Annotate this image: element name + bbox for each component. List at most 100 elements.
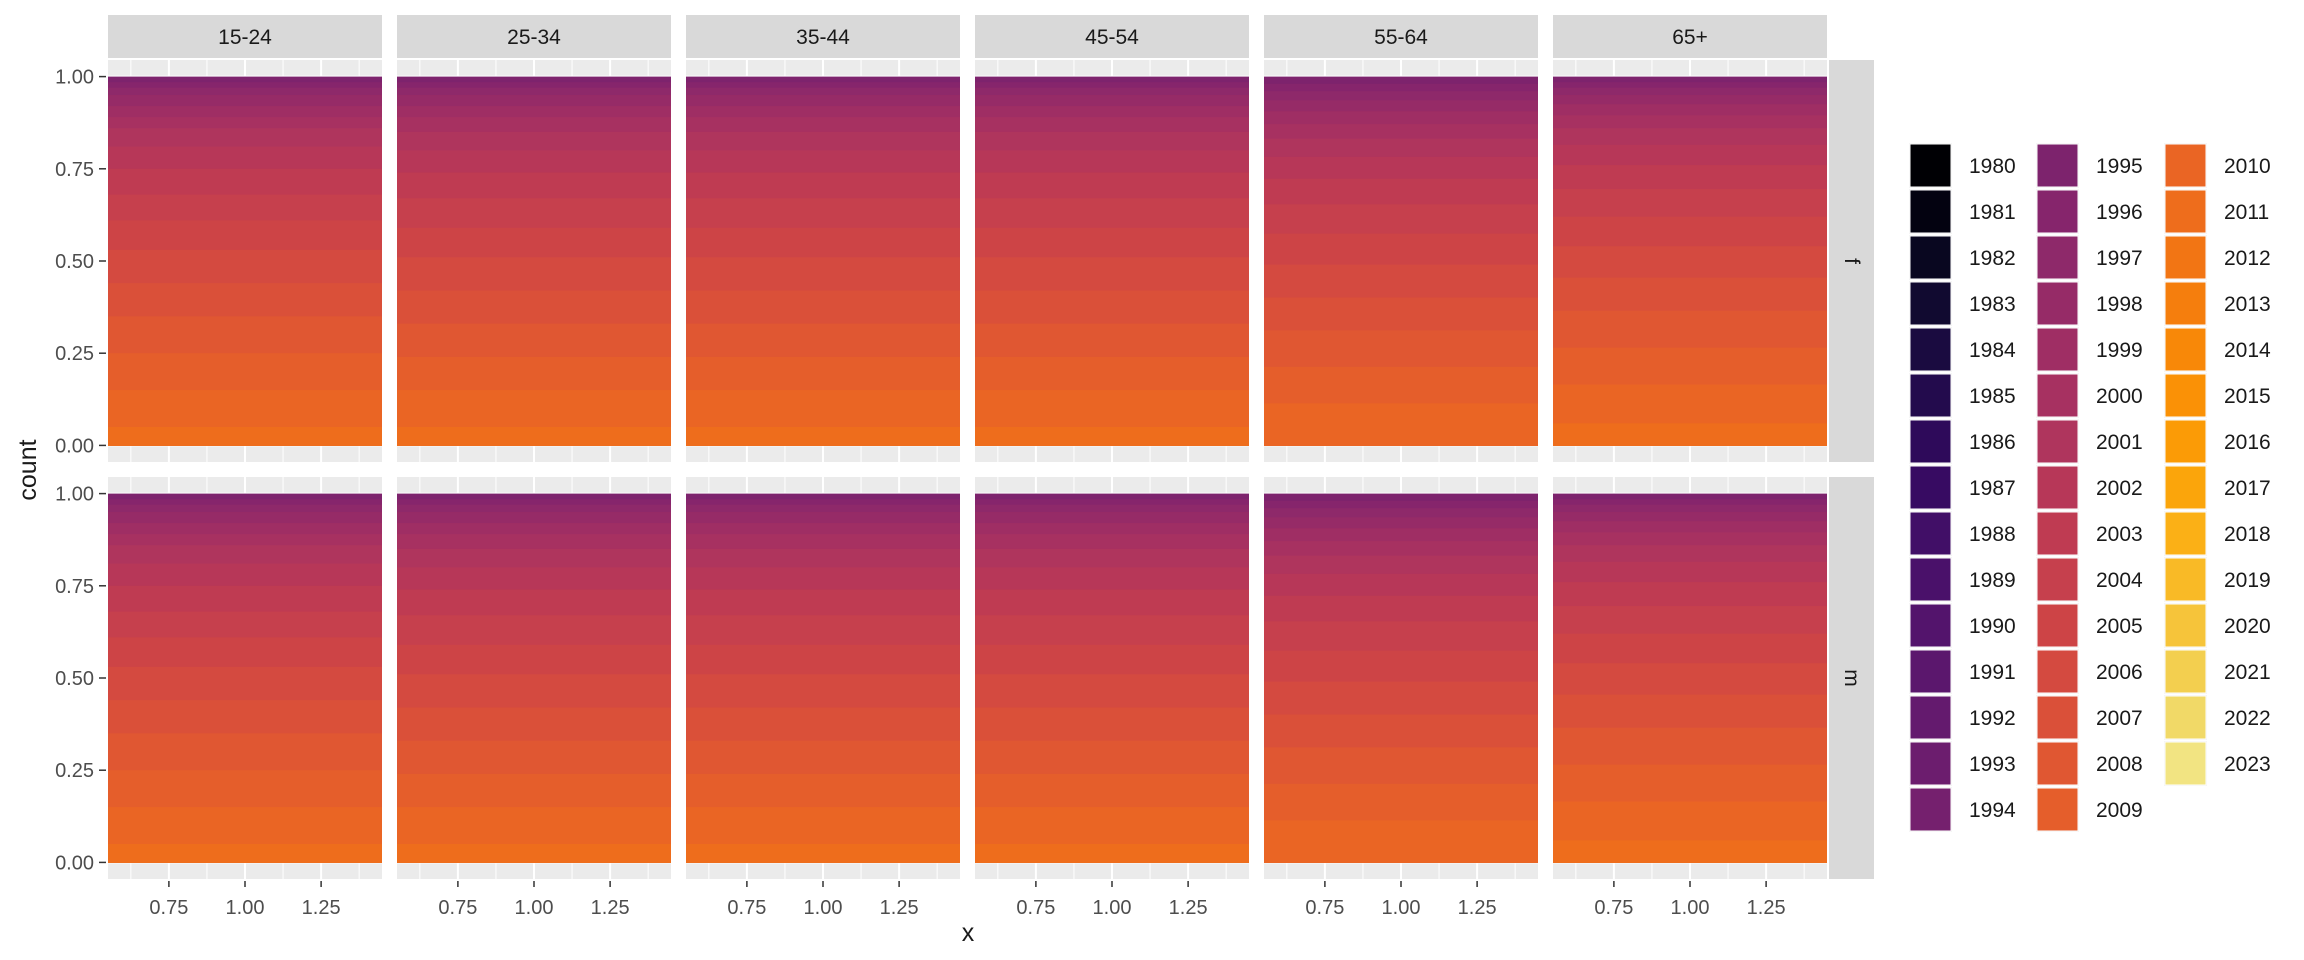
bar-segment-2007 bbox=[1553, 694, 1827, 729]
bar-segment-2011 bbox=[975, 843, 1249, 864]
bar-segment-2000 bbox=[1264, 541, 1538, 557]
bar-segment-2004 bbox=[108, 611, 382, 639]
legend-item-1996: 1996 bbox=[2036, 189, 2143, 234]
x-tick-label: 1.00 bbox=[515, 897, 554, 919]
legend-swatch bbox=[2164, 189, 2207, 234]
y-tick-label: 0.25 bbox=[55, 760, 94, 782]
bar-segment-2001 bbox=[1264, 555, 1538, 575]
bar-segment-2006 bbox=[397, 257, 671, 292]
bar-segment-1995 bbox=[108, 493, 382, 500]
legend-swatch bbox=[1909, 281, 1952, 326]
bar-segment-2003 bbox=[1553, 165, 1827, 190]
x-tick-label: 0.75 bbox=[149, 897, 188, 919]
bar-segment-1998 bbox=[975, 512, 1249, 524]
bar-segment-2005 bbox=[686, 644, 960, 675]
bar-segment-2011 bbox=[108, 843, 382, 864]
legend-item-2000: 2000 bbox=[2036, 373, 2143, 418]
legend-item-2013: 2013 bbox=[2164, 281, 2271, 326]
bar-segment-1998 bbox=[1553, 95, 1827, 105]
bar-segment-2005 bbox=[108, 220, 382, 251]
x-tick-label: 1.25 bbox=[1169, 897, 1208, 919]
facet-strip-55-64 bbox=[1264, 15, 1538, 58]
bar-segment-2005 bbox=[975, 644, 1249, 675]
bar-segment-1995 bbox=[397, 76, 671, 83]
legend-label: 2007 bbox=[2096, 707, 2143, 730]
legend-swatch bbox=[2036, 281, 2079, 326]
bar-segment-2008 bbox=[686, 323, 960, 358]
bar-segment-2011 bbox=[975, 426, 1249, 447]
legend-swatch bbox=[2036, 373, 2079, 418]
legend-swatch bbox=[1909, 557, 1952, 602]
bar-segment-2003 bbox=[108, 168, 382, 196]
bar-segment-2010 bbox=[397, 390, 671, 428]
bar-segment-1996 bbox=[1553, 499, 1827, 506]
bar-segment-2003 bbox=[397, 172, 671, 199]
bar-segment-1999 bbox=[1264, 528, 1538, 542]
bar-segment-2010 bbox=[686, 390, 960, 428]
bar-segment-2004 bbox=[975, 198, 1249, 229]
bar-segment-1996 bbox=[108, 499, 382, 506]
y-tick-label: 0.75 bbox=[55, 576, 94, 598]
facet-strip-label: 35-44 bbox=[796, 26, 850, 49]
legend-label: 1989 bbox=[1969, 569, 2016, 592]
legend-label: 1981 bbox=[1969, 201, 2016, 224]
y-tick-label: 1.00 bbox=[55, 67, 94, 89]
legend-item-2001: 2001 bbox=[2036, 419, 2143, 464]
legend-swatch bbox=[2164, 511, 2207, 556]
bar-segment-2004 bbox=[397, 198, 671, 229]
legend-item-1985: 1985 bbox=[1909, 373, 2016, 418]
x-tick-label: 0.75 bbox=[1594, 897, 1633, 919]
bar-segment-2008 bbox=[686, 740, 960, 775]
bar-segment-2000 bbox=[1553, 115, 1827, 129]
legend-label: 1982 bbox=[1969, 247, 2016, 270]
bar-segment-2006 bbox=[1264, 264, 1538, 299]
bar-segment-2005 bbox=[1264, 233, 1538, 266]
bar-segment-2010 bbox=[1553, 384, 1827, 424]
bar-segment-2009 bbox=[686, 356, 960, 391]
bar-segment-2010 bbox=[1264, 403, 1538, 447]
bar-segment-1997 bbox=[686, 504, 960, 513]
facet-row-strip-f bbox=[1829, 60, 1874, 462]
bar-segment-2005 bbox=[1553, 633, 1827, 664]
bar-segment-1999 bbox=[108, 106, 382, 118]
bar-segment-2002 bbox=[1553, 144, 1827, 166]
bar-segment-2001 bbox=[108, 128, 382, 148]
legend-item-1988: 1988 bbox=[1909, 511, 2016, 556]
legend-label: 2020 bbox=[2224, 615, 2271, 638]
legend-swatch bbox=[1909, 603, 1952, 648]
bar-segment-2009 bbox=[1264, 366, 1538, 405]
stacked-bar-45-54-m bbox=[975, 493, 1249, 864]
legend-item-1995: 1995 bbox=[2036, 143, 2143, 188]
legend-swatch bbox=[1909, 143, 1952, 188]
bar-segment-2005 bbox=[1553, 216, 1827, 247]
legend-item-2019: 2019 bbox=[2164, 557, 2271, 602]
x-tick-label: 1.00 bbox=[804, 897, 843, 919]
legend-item-2020: 2020 bbox=[2164, 603, 2271, 648]
bar-segment-1995 bbox=[1264, 76, 1538, 85]
bar-segment-2004 bbox=[1264, 204, 1538, 235]
bar-segment-2005 bbox=[397, 644, 671, 675]
bar-segment-2000 bbox=[975, 534, 1249, 550]
bar-segment-1997 bbox=[1553, 504, 1827, 513]
legend-swatch bbox=[2036, 603, 2079, 648]
legend-item-2006: 2006 bbox=[2036, 649, 2143, 694]
legend-swatch bbox=[2036, 327, 2079, 372]
legend-label: 2010 bbox=[2224, 155, 2271, 178]
bar-segment-2001 bbox=[1264, 138, 1538, 158]
bar-segment-2005 bbox=[1264, 650, 1538, 683]
legend-swatch bbox=[2036, 695, 2079, 740]
bar-segment-2011 bbox=[108, 426, 382, 447]
bar-segment-2002 bbox=[1264, 156, 1538, 180]
bar-segment-2001 bbox=[975, 548, 1249, 568]
legend-label: 2009 bbox=[2096, 799, 2143, 822]
legend-label: 2004 bbox=[2096, 569, 2143, 592]
bar-segment-2008 bbox=[1264, 747, 1538, 785]
bar-segment-1996 bbox=[686, 499, 960, 506]
bar-segment-1997 bbox=[975, 504, 1249, 513]
legend-label: 1983 bbox=[1969, 293, 2016, 316]
bar-segment-2004 bbox=[1264, 621, 1538, 652]
legend-swatch bbox=[2036, 649, 2079, 694]
legend-item-2021: 2021 bbox=[2164, 649, 2271, 694]
bar-segment-2007 bbox=[1264, 714, 1538, 748]
